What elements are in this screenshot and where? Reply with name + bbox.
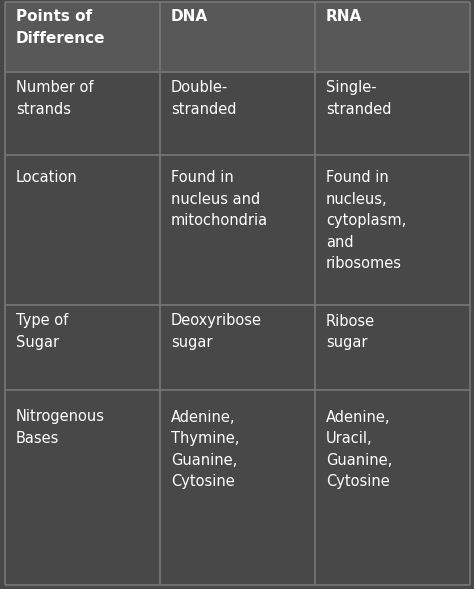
Bar (5, 305, 160, 390)
Bar (160, 155, 315, 305)
Text: Adenine,
Uracil,
Guanine,
Cytosine: Adenine, Uracil, Guanine, Cytosine (326, 409, 392, 489)
Text: Ribose
sugar: Ribose sugar (326, 313, 375, 350)
Text: Single-
stranded: Single- stranded (326, 80, 392, 117)
Bar (160, 390, 315, 585)
Bar (160, 72, 315, 155)
Text: DNA: DNA (171, 9, 208, 24)
Text: Adenine,
Thymine,
Guanine,
Cytosine: Adenine, Thymine, Guanine, Cytosine (171, 409, 239, 489)
Text: Found in
nucleus and
mitochondria: Found in nucleus and mitochondria (171, 170, 268, 228)
Bar (315, 390, 470, 585)
Bar (315, 305, 470, 390)
Text: Location: Location (16, 170, 78, 185)
Text: Deoxyribose
sugar: Deoxyribose sugar (171, 313, 262, 350)
Bar (315, 155, 470, 305)
Text: Nitrogenous
Bases: Nitrogenous Bases (16, 409, 105, 446)
Bar (160, 2, 315, 72)
Text: RNA: RNA (326, 9, 362, 24)
Bar (315, 2, 470, 72)
Text: Type of
Sugar: Type of Sugar (16, 313, 68, 350)
Bar (160, 305, 315, 390)
Text: Points of
Difference: Points of Difference (16, 9, 105, 45)
Text: Double-
stranded: Double- stranded (171, 80, 237, 117)
Bar (5, 155, 160, 305)
Text: Found in
nucleus,
cytoplasm,
and
ribosomes: Found in nucleus, cytoplasm, and ribosom… (326, 170, 406, 272)
Bar (315, 72, 470, 155)
Bar (5, 2, 160, 72)
Bar (5, 72, 160, 155)
Bar (5, 390, 160, 585)
Text: Number of
strands: Number of strands (16, 80, 93, 117)
